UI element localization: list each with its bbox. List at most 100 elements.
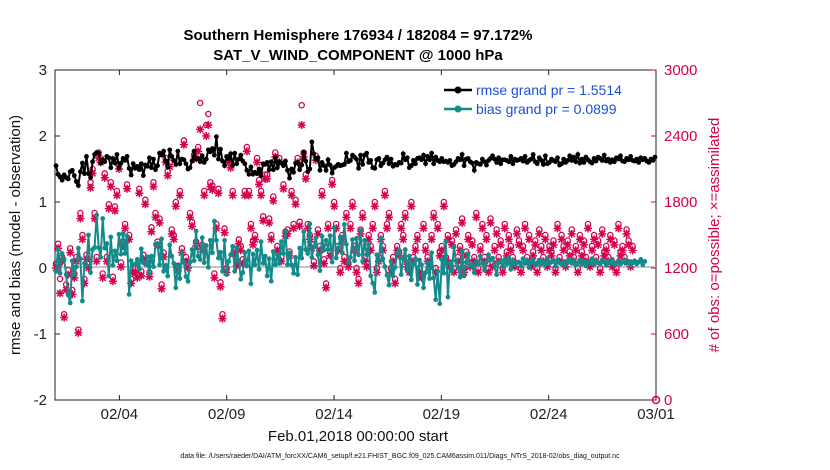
obs-assimilated-marker (362, 262, 371, 271)
obs-assimilated-marker (535, 229, 544, 238)
bias-point (149, 253, 154, 259)
bias-point (382, 264, 388, 270)
bias-point (506, 255, 512, 260)
rmse-point (522, 154, 528, 159)
bias-point (439, 257, 445, 262)
obs-last-marker (651, 395, 661, 405)
rmse-point (126, 165, 132, 171)
bias-point (55, 247, 61, 252)
bias-point (122, 251, 128, 256)
bias-point (128, 258, 134, 264)
obs-assimilated-marker (577, 251, 586, 260)
obs-assimilated-marker (78, 235, 87, 244)
rmse-point (230, 162, 236, 168)
bias-point (134, 257, 140, 262)
obs-assimilated-marker (512, 229, 521, 238)
obs-assimilated-marker (602, 246, 611, 255)
bias-point (508, 266, 514, 272)
rmse-point (246, 171, 252, 177)
bias-point (96, 245, 102, 250)
y-right-tick-label: 0 (664, 392, 672, 409)
rmse-point (520, 158, 526, 164)
rmse-point (573, 159, 579, 165)
obs-assimilated-marker (234, 239, 243, 248)
bias-point (329, 259, 335, 265)
rmse-point (636, 160, 642, 165)
obs-assimilated-marker (248, 240, 257, 249)
rmse-point (75, 183, 81, 188)
obs-assimilated-marker (68, 290, 77, 299)
obs-assimilated-marker (74, 328, 83, 337)
bias-point (498, 259, 504, 264)
bias-point (157, 262, 162, 268)
bias-point (331, 225, 337, 231)
bias-point (258, 239, 264, 245)
rmse-point (161, 148, 167, 154)
bias-point (348, 255, 353, 260)
obs-assimilated-marker (579, 240, 588, 249)
bias-point (494, 272, 500, 277)
bias-point (463, 259, 469, 265)
obs-assimilated-marker (246, 224, 255, 233)
rmse-point (652, 154, 658, 160)
obs-assimilated-marker (468, 240, 477, 249)
obs-assimilated-marker (610, 240, 619, 249)
rmse-point (209, 146, 215, 151)
bias-point (86, 232, 91, 238)
obs-assimilated-marker (502, 251, 511, 260)
bias-point (216, 255, 221, 261)
bias-point (390, 273, 396, 279)
bias-point (392, 264, 398, 270)
bias-point (571, 258, 577, 264)
rmse-point (368, 158, 374, 163)
rmse-point (96, 150, 102, 156)
rmse-point (181, 157, 187, 163)
rmse-point (187, 165, 193, 171)
obs-assimilated-marker (366, 246, 375, 255)
obs-assimilated-marker (226, 163, 235, 172)
rmse-point (358, 152, 363, 158)
rmse-point (153, 167, 158, 173)
rmse-point (274, 165, 280, 171)
bias-point (278, 239, 284, 245)
obs-assimilated-marker (472, 213, 481, 222)
rmse-point (268, 159, 274, 165)
bias-point (218, 249, 223, 255)
obs-assimilated-marker (525, 235, 534, 244)
rmse-point (244, 167, 250, 173)
obs-assimilated-marker (385, 213, 394, 222)
obs-assimilated-marker (210, 273, 219, 282)
obs-assimilated-marker (66, 248, 75, 257)
rmse-point (171, 158, 177, 163)
obs-assimilated-marker (573, 268, 582, 277)
bias-point (183, 274, 189, 279)
chart-title: Southern Hemisphere 176934 / 182084 = 97… (184, 27, 533, 44)
x-tick-label: 03/01 (637, 406, 675, 423)
rmse-point (421, 152, 426, 158)
rmse-point (404, 155, 410, 161)
obs-assimilated-marker (571, 246, 580, 255)
bias-point (520, 256, 526, 262)
obs-assimilated-marker (273, 246, 282, 255)
bias-point (248, 281, 254, 287)
obs-assimilated-marker (186, 213, 195, 222)
obs-assimilated-marker (218, 314, 227, 323)
bias-point (110, 262, 116, 268)
obs-assimilated-marker (116, 262, 125, 271)
bias-point (94, 212, 100, 218)
obs-assimilated-marker (516, 268, 525, 277)
bias-point (276, 260, 282, 266)
bias-point (75, 245, 81, 251)
obs-assimilated-marker (102, 257, 111, 266)
obs-assimilated-marker (315, 246, 324, 255)
legend-rmse-label: rmse grand pr = 1.5514 (476, 82, 622, 98)
obs-assimilated-marker (439, 202, 448, 211)
rmse-point (447, 158, 453, 163)
bias-point (173, 285, 179, 291)
bias-point (281, 251, 286, 256)
obs-assimilated-marker (563, 240, 572, 249)
obs-assimilated-marker (557, 235, 566, 244)
obs-assimilated-marker (443, 235, 452, 244)
rmse-point (559, 161, 564, 167)
bias-point (435, 268, 441, 274)
